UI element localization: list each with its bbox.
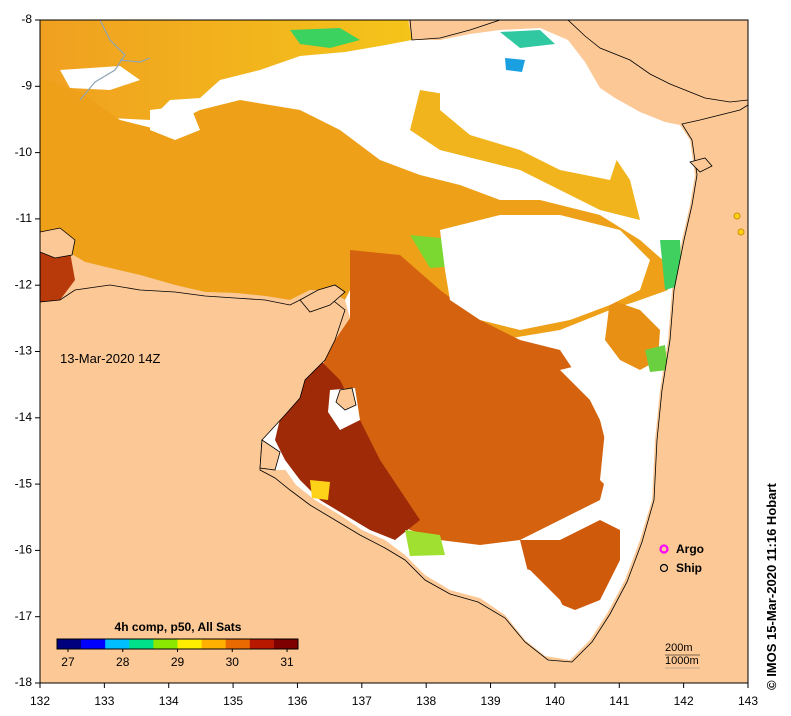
- depth-label-1000m: 1000m: [665, 655, 699, 667]
- colorbar-swatch: [81, 639, 106, 649]
- colorbar-swatch: [249, 639, 275, 649]
- colorbar-tick-label: 29: [171, 655, 185, 669]
- cape-york-north: [567, 20, 748, 103]
- y-tick-label: -9: [21, 78, 32, 92]
- river-fly: [79, 20, 126, 101]
- sst-cool-patch-2: [500, 30, 555, 48]
- x-tick-label: 141: [609, 694, 629, 708]
- x-tick-label: 132: [30, 694, 50, 708]
- x-tick-label: 135: [223, 694, 243, 708]
- y-tick-label: -17: [15, 609, 33, 623]
- x-tick-label: 143: [738, 694, 758, 708]
- northern-territory-coast: [40, 104, 748, 683]
- cloud-gap-6: [60, 66, 140, 90]
- y-tick-label: -8: [21, 12, 32, 26]
- map-timestamp: 13-Mar-2020 14Z: [60, 351, 160, 366]
- cloud-gap-2: [440, 215, 650, 330]
- x-tick-label: 139: [481, 694, 501, 708]
- x-tick-label: 133: [94, 694, 114, 708]
- x-tick-label: 142: [674, 694, 694, 708]
- legend-argo-label: Argo: [676, 542, 704, 556]
- y-tick-label: -15: [15, 476, 33, 490]
- island-north-strip: [299, 284, 346, 313]
- colorbar-ticks: 27 28 29 30 31: [61, 649, 294, 669]
- colorbar-tick-label: 27: [61, 655, 75, 669]
- new-guinea-coast: [409, 20, 501, 41]
- sst-cool-patch-1: [290, 28, 360, 48]
- y-tick-label: -14: [15, 410, 33, 424]
- map-plot-area: [40, 20, 748, 683]
- colorbar-tick-label: 31: [280, 655, 294, 669]
- cloud-gap-1: [440, 70, 620, 180]
- colorbar-swatch: [177, 639, 203, 649]
- cloud-gap-3: [560, 360, 650, 500]
- colorbar-tick-label: 28: [116, 655, 130, 669]
- river-fly-branch: [119, 57, 151, 63]
- sst-cool-patch-6: [645, 345, 668, 372]
- x-axis: 132 133 134 135 136 137 138 139 140 141 142 143: [30, 683, 758, 708]
- legend-ship-label: Ship: [676, 561, 702, 575]
- colorbar-swatch: [201, 639, 227, 649]
- depth-contour-key: 200m 1000m: [665, 642, 700, 669]
- colorbar-swatch: [129, 639, 154, 649]
- colorbar-swatch: [153, 639, 178, 649]
- island-sw: [259, 439, 281, 471]
- y-tick-label: -16: [15, 543, 33, 557]
- colorbar-tick-label: 30: [226, 655, 240, 669]
- colorbar-swatches: [57, 639, 299, 649]
- island-east-1: [689, 157, 713, 173]
- colorbar-title: 4h comp, p50, All Sats: [115, 620, 242, 634]
- sst-cool-patch-3: [505, 58, 525, 72]
- cloud-gap-5: [150, 105, 200, 140]
- legend: Argo Ship: [659, 542, 704, 575]
- colorbar: 4h comp, p50, All Sats 27 28 29 30 31: [56, 620, 299, 669]
- argo-markers: [733, 212, 745, 236]
- y-axis: -8 -9 -10 -11 -12 -13 -14 -15 -16 -17 -18: [15, 12, 40, 689]
- colorbar-swatch: [225, 639, 251, 649]
- land-masses: [40, 20, 748, 683]
- rivers: [79, 20, 151, 101]
- y-tick-label: -10: [15, 145, 33, 159]
- sst-field-gulf-hot: [275, 360, 420, 540]
- x-tick-label: 138: [416, 694, 436, 708]
- imos-credit: © IMOS 15-Mar-2020 11:16 Hobart: [764, 483, 779, 690]
- sst-cool-patch-8: [310, 480, 330, 500]
- colorbar-swatch: [57, 639, 82, 649]
- sst-field-west-hot: [40, 250, 75, 302]
- y-tick-label: -13: [15, 344, 33, 358]
- sst-data-layer: [40, 20, 682, 610]
- argo-marker: [737, 228, 745, 236]
- y-tick-label: -18: [15, 675, 33, 689]
- sst-cool-patch-7: [405, 530, 445, 556]
- x-tick-label: 140: [545, 694, 565, 708]
- island-mornington: [335, 387, 357, 411]
- x-tick-label: 134: [159, 694, 179, 708]
- y-tick-label: -12: [15, 277, 33, 291]
- y-tick-label: -11: [16, 211, 33, 225]
- legend-ship-symbol: [659, 563, 669, 573]
- x-tick-label: 136: [287, 694, 307, 708]
- x-tick-label: 137: [352, 694, 372, 708]
- legend-argo-symbol: [659, 544, 669, 554]
- island-west: [40, 227, 76, 259]
- argo-marker: [733, 212, 741, 220]
- colorbar-swatch: [273, 639, 299, 649]
- cloud-gap-4: [440, 560, 580, 655]
- depth-label-200m: 200m: [665, 642, 693, 654]
- colorbar-swatch: [105, 639, 130, 649]
